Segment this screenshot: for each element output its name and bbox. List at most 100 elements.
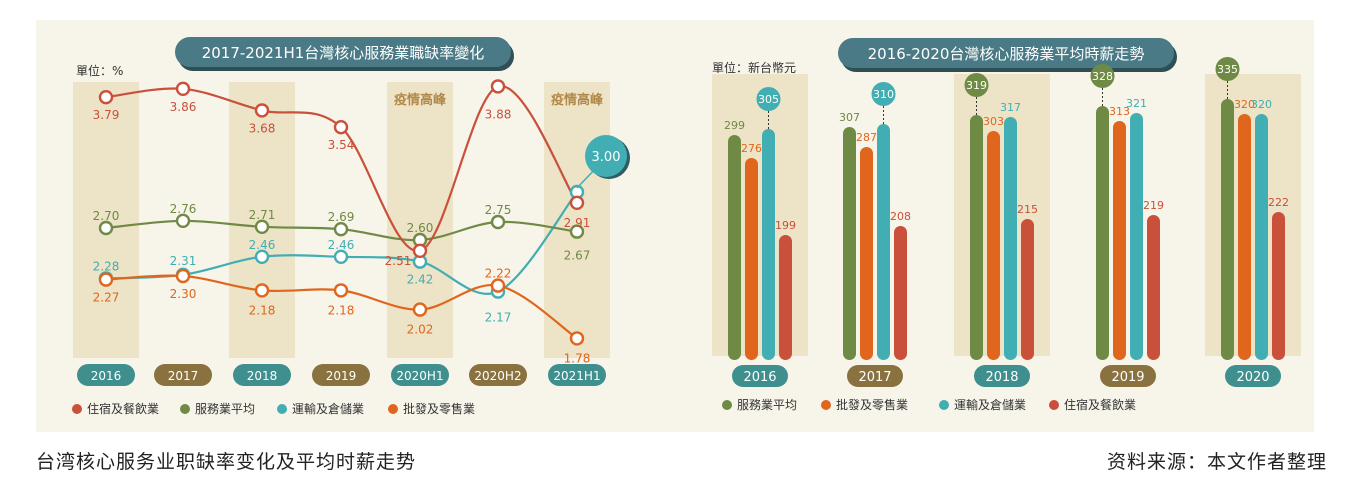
data-point (98, 272, 114, 287)
data-point (175, 213, 191, 229)
callout-bubble (585, 135, 627, 177)
chart-title: 2017-2021H1台灣核心服務業職缺率變化 (202, 44, 485, 62)
data-point (254, 249, 270, 264)
bar (1113, 121, 1126, 360)
category-pill (469, 364, 527, 386)
label-bubble (871, 82, 896, 106)
data-point (569, 331, 585, 346)
chart-title-pill (838, 38, 1174, 68)
data-label: 2.46 (328, 238, 355, 252)
bar (970, 115, 983, 360)
legend-swatch (277, 404, 287, 414)
data-label: 2.18 (249, 303, 276, 317)
data-label: 2.91 (564, 216, 591, 230)
data-label: 2.76 (170, 202, 197, 216)
data-label: 2.70 (93, 209, 120, 223)
data-label: 305 (758, 93, 779, 106)
legend-swatch (939, 400, 949, 410)
category-pill (77, 364, 135, 386)
category-label: 2018 (985, 370, 1018, 385)
bar (843, 127, 856, 360)
data-point (412, 302, 428, 317)
data-label: 2.42 (407, 273, 434, 287)
bar (987, 131, 1000, 360)
data-point (569, 224, 585, 239)
category-pill (1100, 365, 1156, 387)
bar (860, 147, 873, 360)
data-label: 317 (1000, 101, 1021, 114)
category-label: 2020H2 (474, 369, 521, 383)
category-pill (391, 364, 449, 386)
category-pill (732, 365, 788, 387)
data-label: 328 (1092, 70, 1113, 83)
data-label: 320 (1234, 98, 1255, 111)
data-label: 3.54 (328, 138, 355, 152)
category-label: 2016 (91, 369, 122, 383)
data-point (412, 243, 428, 259)
category-pill (312, 364, 370, 386)
highlight-label: 疫情高峰 (394, 92, 447, 108)
data-point (333, 221, 349, 237)
category-label: 2019 (326, 369, 357, 383)
data-point (490, 79, 506, 94)
bar (877, 124, 890, 360)
category-label: 2016 (743, 370, 776, 385)
data-label: 219 (1143, 199, 1164, 212)
bar (894, 226, 907, 360)
bar (728, 135, 741, 360)
legend-swatch (1049, 400, 1059, 410)
legend-swatch (72, 404, 82, 414)
data-label: 307 (839, 111, 860, 124)
bar (779, 235, 792, 360)
category-label: 2019 (1111, 370, 1144, 385)
data-label: 299 (724, 119, 745, 132)
legend-label: 運輸及倉儲業 (954, 397, 1026, 412)
chart-title: 2016-2020台灣核心服務業平均時薪走勢 (868, 45, 1145, 63)
data-label: 2.46 (249, 238, 276, 252)
legend-label: 住宿及餐飲業 (87, 401, 159, 416)
data-point (175, 268, 191, 284)
column-band (712, 74, 808, 356)
data-label: 310 (873, 88, 894, 101)
category-pill (1225, 365, 1281, 387)
data-label: 3.88 (485, 107, 512, 121)
data-label: 1.78 (564, 351, 591, 365)
data-point (490, 278, 506, 293)
data-label: 2.22 (485, 267, 512, 281)
data-label: 2.71 (249, 208, 276, 222)
data-label: 215 (1017, 203, 1038, 216)
legend-swatch (388, 404, 398, 414)
data-label: 313 (1109, 105, 1130, 118)
figure-caption: 台湾核心服务业职缺率变化及平均时薪走势 (36, 451, 417, 473)
data-label: 2.31 (170, 254, 197, 268)
category-label: 2017 (858, 370, 891, 385)
label-bubble (756, 87, 781, 111)
category-pill (154, 364, 212, 386)
bar (762, 129, 775, 360)
data-label: 2.30 (170, 287, 197, 301)
data-label: 320 (1251, 98, 1272, 111)
label-bubble (1090, 64, 1115, 88)
category-label: 2021H1 (553, 369, 600, 383)
chart-title-pill (175, 37, 511, 67)
bar (1096, 106, 1109, 360)
data-label: 2.69 (328, 210, 355, 224)
callout-value: 3.00 (592, 150, 621, 165)
data-point (490, 214, 506, 230)
category-label: 2020H1 (396, 369, 443, 383)
data-point (175, 81, 191, 97)
data-label: 3.68 (249, 121, 276, 135)
category-label: 2017 (168, 369, 199, 383)
data-label: 303 (983, 115, 1004, 128)
data-label: 222 (1268, 196, 1289, 209)
category-label: 2018 (247, 369, 278, 383)
bar (1272, 212, 1285, 360)
data-label: 3.79 (93, 108, 120, 122)
bar (1238, 114, 1251, 360)
data-point (254, 219, 270, 235)
hourly-wage-chart: 2016-2020台灣核心服務業平均時薪走勢 單位：新台幣元 299 276 305… (712, 38, 1301, 412)
legend-label: 批發及零售業 (403, 401, 475, 416)
column-band (73, 82, 139, 358)
bar (1221, 99, 1234, 360)
data-label: 319 (966, 79, 987, 92)
